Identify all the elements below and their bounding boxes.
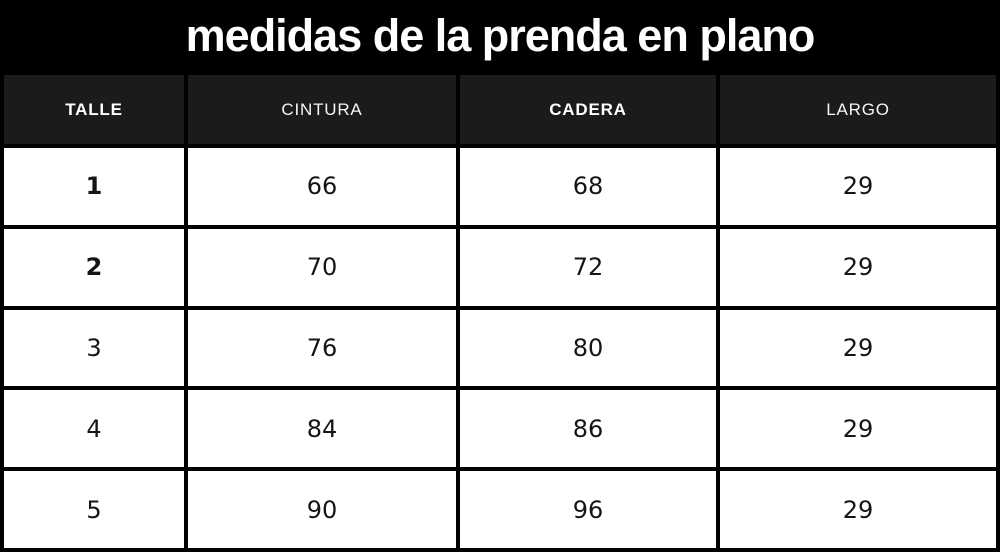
column-header-talle: TALLE xyxy=(4,75,184,144)
cell-cintura-row2: 70 xyxy=(188,228,456,306)
cell-talle-row4: 4 xyxy=(4,390,184,468)
cell-cadera-row5: 96 xyxy=(460,471,716,548)
cell-cintura-row1: 66 xyxy=(188,148,456,225)
cell-cintura-row5: 90 xyxy=(188,471,456,548)
cell-talle-row1: 1 xyxy=(4,148,184,225)
cell-talle-row3: 3 xyxy=(4,309,184,387)
column-header-cintura: CINTURA xyxy=(188,75,456,144)
size-table: TALLE CINTURA CADERA LARGO 1 66 68 29 2 70 72 2… xyxy=(0,75,1000,552)
cell-cadera-row2: 72 xyxy=(460,228,716,306)
cell-largo-row4: 29 xyxy=(720,390,996,468)
cell-talle-row2: 2 xyxy=(4,228,184,306)
cell-largo-row1: 29 xyxy=(720,148,996,225)
column-header-cadera: CADERA xyxy=(460,75,716,144)
cell-cadera-row3: 80 xyxy=(460,309,716,387)
page-title: medidas de la prenda en plano xyxy=(185,9,816,61)
cell-largo-row2: 29 xyxy=(720,228,996,306)
cell-talle-row5: 5 xyxy=(4,471,184,548)
cell-cadera-row1: 68 xyxy=(460,148,716,225)
cell-cadera-row4: 86 xyxy=(460,390,716,468)
cell-largo-row3: 29 xyxy=(720,309,996,387)
cell-cintura-row3: 76 xyxy=(188,309,456,387)
title-bar: medidas de la prenda en plano xyxy=(0,0,1000,75)
cell-cintura-row4: 84 xyxy=(188,390,456,468)
cell-largo-row5: 29 xyxy=(720,471,996,548)
column-header-largo: LARGO xyxy=(720,75,996,144)
